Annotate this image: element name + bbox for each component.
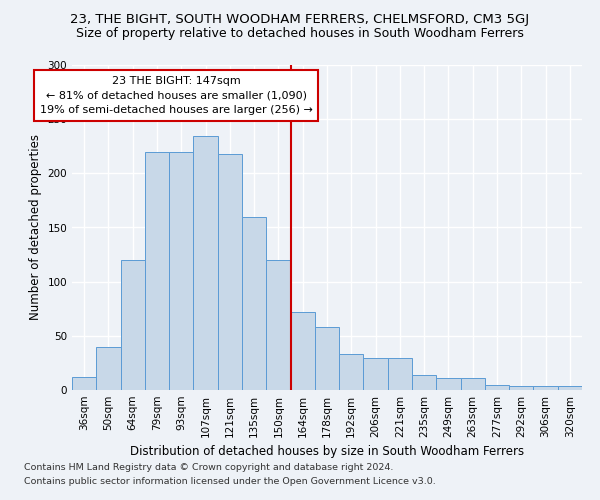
X-axis label: Distribution of detached houses by size in South Woodham Ferrers: Distribution of detached houses by size … — [130, 446, 524, 458]
Text: 23, THE BIGHT, SOUTH WOODHAM FERRERS, CHELMSFORD, CM3 5GJ: 23, THE BIGHT, SOUTH WOODHAM FERRERS, CH… — [70, 12, 530, 26]
Bar — [290, 312, 315, 390]
Bar — [388, 358, 412, 390]
Bar — [193, 136, 218, 390]
Y-axis label: Number of detached properties: Number of detached properties — [29, 134, 42, 320]
Bar — [339, 354, 364, 390]
Bar — [121, 260, 145, 390]
Bar — [218, 154, 242, 390]
Bar — [315, 327, 339, 390]
Text: Contains HM Land Registry data © Crown copyright and database right 2024.: Contains HM Land Registry data © Crown c… — [24, 464, 394, 472]
Bar — [145, 152, 169, 390]
Text: 23 THE BIGHT: 147sqm
← 81% of detached houses are smaller (1,090)
19% of semi-de: 23 THE BIGHT: 147sqm ← 81% of detached h… — [40, 76, 313, 116]
Bar — [485, 384, 509, 390]
Text: Size of property relative to detached houses in South Woodham Ferrers: Size of property relative to detached ho… — [76, 28, 524, 40]
Bar — [436, 378, 461, 390]
Bar — [364, 358, 388, 390]
Bar — [96, 346, 121, 390]
Bar — [72, 377, 96, 390]
Bar — [533, 386, 558, 390]
Bar — [412, 375, 436, 390]
Text: Contains public sector information licensed under the Open Government Licence v3: Contains public sector information licen… — [24, 477, 436, 486]
Bar — [169, 152, 193, 390]
Bar — [461, 378, 485, 390]
Bar — [558, 386, 582, 390]
Bar — [509, 386, 533, 390]
Bar — [242, 216, 266, 390]
Bar — [266, 260, 290, 390]
